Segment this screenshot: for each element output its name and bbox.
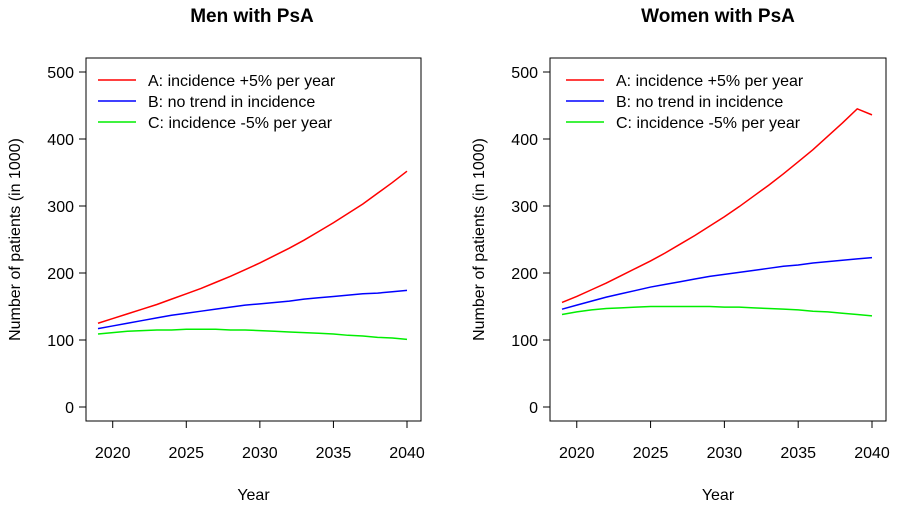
- legend-label-1: A: incidence +5% per year: [616, 73, 804, 90]
- x-tick-label: 2035: [780, 445, 816, 462]
- legend-label-3: C: incidence -5% per year: [148, 115, 333, 132]
- x-tick-label: 2025: [633, 445, 669, 462]
- y-tick-label: 100: [47, 333, 74, 350]
- y-tick-label: 500: [511, 65, 538, 82]
- chart-title: Men with PsA: [190, 6, 314, 27]
- x-tick-label: 2020: [95, 445, 131, 462]
- x-tick-label: 2035: [316, 445, 352, 462]
- y-tick-label: 0: [529, 400, 538, 417]
- x-tick-label: 2030: [242, 445, 278, 462]
- series-line-3: [561, 305, 873, 317]
- y-tick-label: 400: [47, 132, 74, 149]
- chart-title: Women with PsA: [641, 6, 795, 27]
- y-axis-label: Number of patients (in 1000): [471, 138, 488, 341]
- x-tick-label: 2025: [168, 445, 204, 462]
- series-line-1: [97, 170, 408, 324]
- legend: A: incidence +5% per year B: no trend in …: [98, 73, 336, 132]
- y-tick-label: 300: [47, 199, 74, 216]
- x-tick-label: 2030: [707, 445, 743, 462]
- x-tick-label: 2040: [389, 445, 425, 462]
- y-axis-label: Number of patients (in 1000): [7, 138, 24, 341]
- y-tick-label: 100: [511, 333, 538, 350]
- series-line-3: [97, 328, 408, 341]
- x-tick-label: 2020: [559, 445, 595, 462]
- y-tick-label: 300: [511, 199, 538, 216]
- chart-panel-1: Men with PsA 0 100 200 300 400 500 2020 2025 2030…: [7, 6, 425, 504]
- legend-label-2: B: no trend in incidence: [616, 94, 783, 111]
- y-tick-label: 0: [65, 400, 74, 417]
- x-axis-label: Year: [237, 487, 270, 504]
- chart-panel-2: Women with PsA 0 100 200 300 400 500 2020 2025 20…: [471, 6, 890, 504]
- y-tick-label: 200: [47, 266, 74, 283]
- legend-label-1: A: incidence +5% per year: [148, 73, 336, 90]
- series-line-2: [561, 256, 873, 310]
- plot-frame: [549, 57, 887, 422]
- y-tick-label: 400: [511, 132, 538, 149]
- plot-frame: [85, 57, 422, 422]
- x-axis-label: Year: [702, 487, 735, 504]
- y-tick-label: 200: [511, 266, 538, 283]
- y-tick-label: 500: [47, 65, 74, 82]
- series-line-1: [561, 107, 873, 304]
- legend-label-2: B: no trend in incidence: [148, 94, 315, 111]
- legend-label-3: C: incidence -5% per year: [616, 115, 801, 132]
- legend: A: incidence +5% per year B: no trend in …: [566, 73, 804, 132]
- x-tick-label: 2040: [854, 445, 890, 462]
- series-line-2: [97, 289, 408, 330]
